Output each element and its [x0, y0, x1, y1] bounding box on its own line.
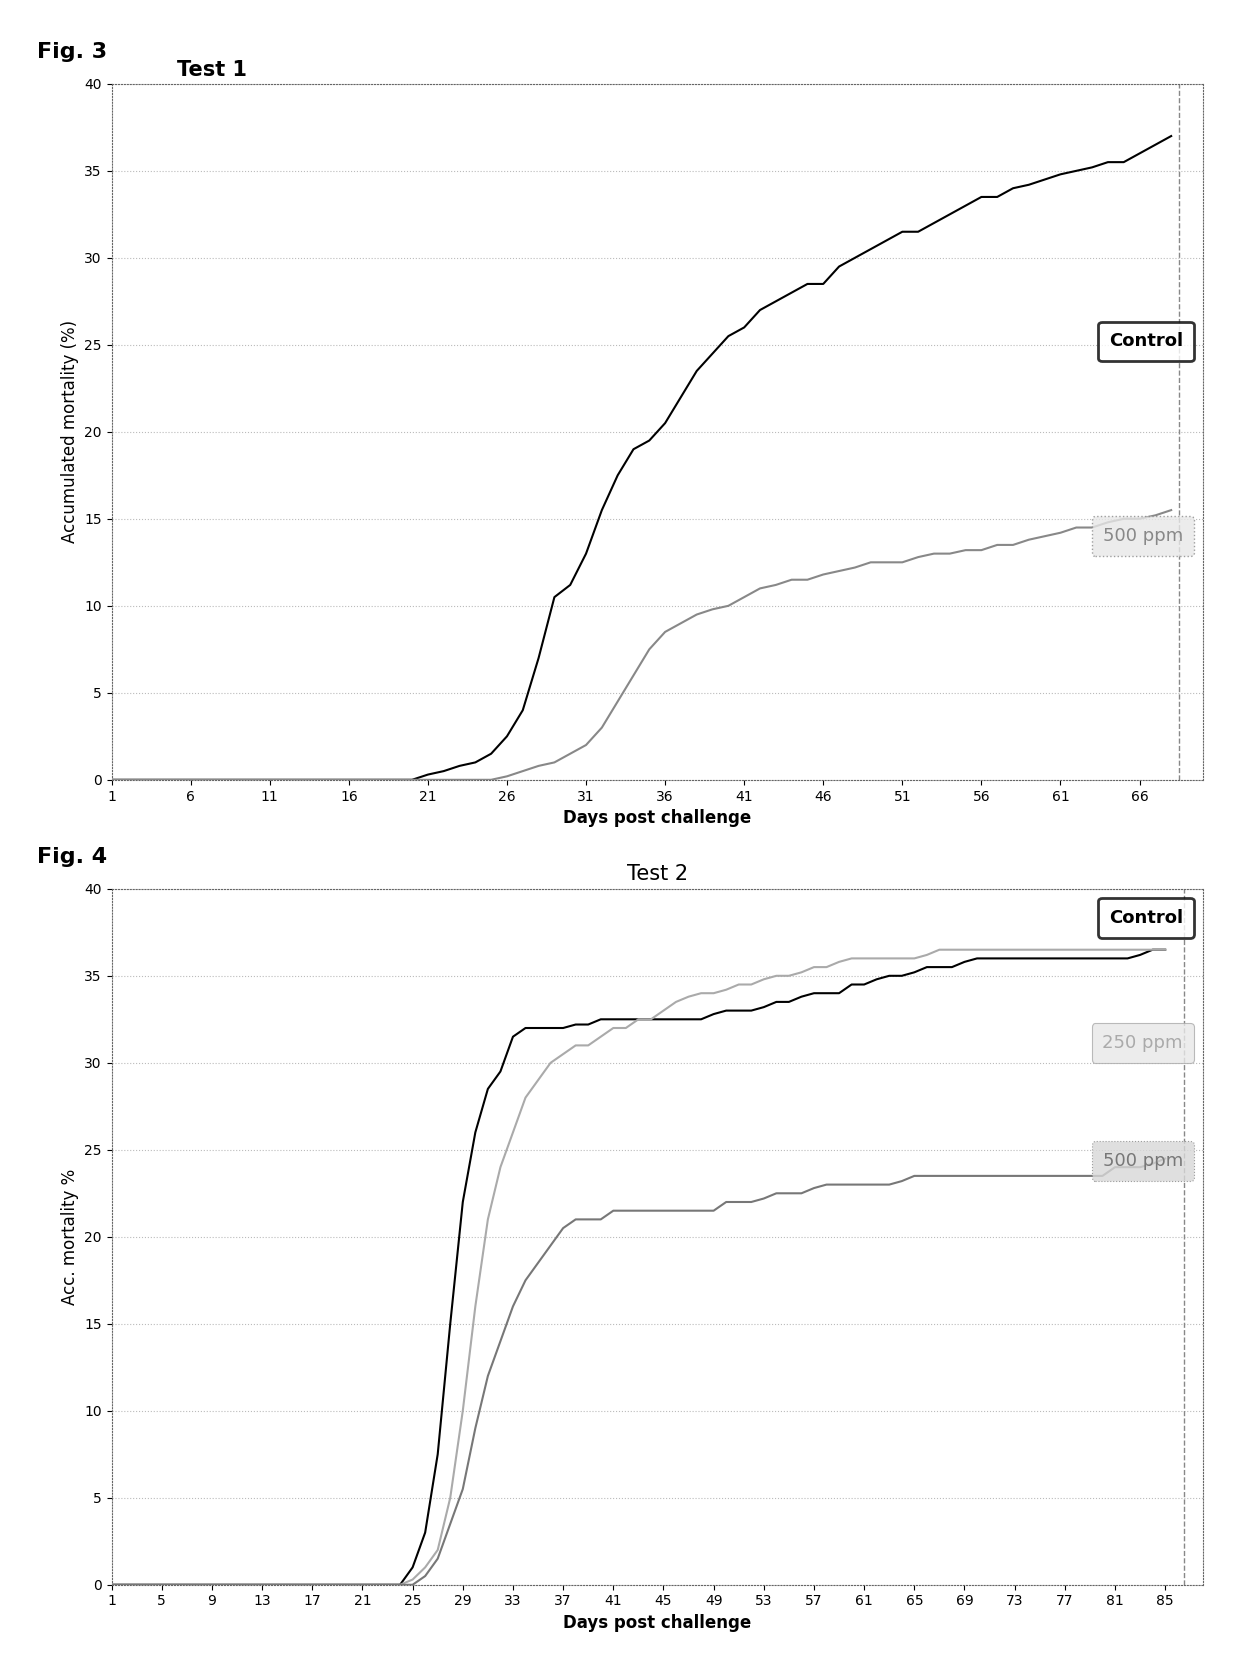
Text: Fig. 4: Fig. 4: [37, 847, 108, 867]
X-axis label: Days post challenge: Days post challenge: [563, 808, 751, 827]
X-axis label: Days post challenge: Days post challenge: [563, 1613, 751, 1632]
Title: Test 2: Test 2: [626, 864, 688, 884]
Y-axis label: Accumulated mortality (%): Accumulated mortality (%): [61, 320, 78, 543]
Y-axis label: Acc. mortality %: Acc. mortality %: [61, 1169, 78, 1305]
Text: Test 1: Test 1: [177, 59, 247, 79]
Legend: 500 ppm: 500 ppm: [1092, 1142, 1194, 1181]
Legend: 500 ppm: 500 ppm: [1092, 517, 1194, 557]
Text: Fig. 3: Fig. 3: [37, 42, 108, 62]
